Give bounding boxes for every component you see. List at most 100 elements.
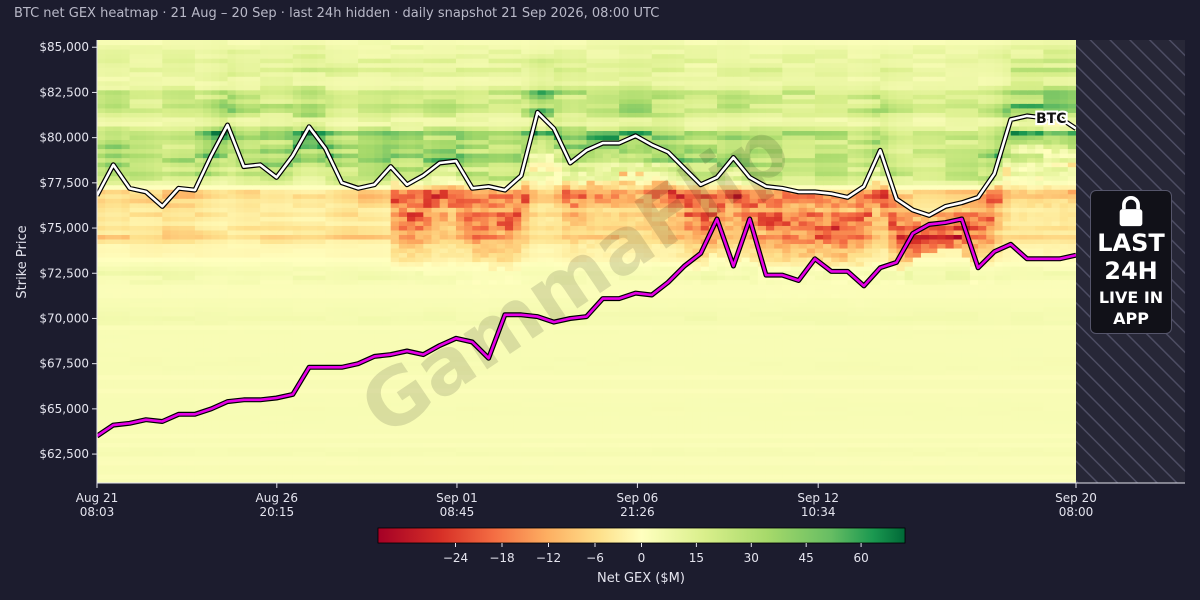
heatmap-cell	[276, 464, 286, 471]
heatmap-cell	[610, 392, 620, 398]
heatmap-cell	[488, 442, 498, 448]
heatmap-cell	[358, 437, 367, 443]
heatmap-cell	[651, 473, 661, 480]
heatmap-cell	[757, 428, 767, 434]
heatmap-cell	[219, 464, 229, 471]
heatmap-cell	[872, 406, 881, 412]
heatmap-cell	[268, 351, 278, 358]
heatmap-cell	[659, 424, 669, 430]
heatmap-cell	[741, 446, 751, 452]
heatmap-cell	[602, 410, 612, 416]
heatmap-cell	[1059, 424, 1069, 430]
heatmap-cell	[358, 324, 367, 330]
heatmap-cell	[969, 297, 979, 303]
heatmap-cell	[227, 415, 237, 421]
heatmap-cell	[284, 464, 294, 471]
heatmap-cell	[627, 419, 637, 425]
heatmap-cell	[341, 473, 351, 480]
heatmap-cell	[366, 324, 375, 330]
heatmap-cell	[537, 379, 547, 385]
heatmap-cell	[260, 442, 269, 448]
heatmap-cell	[553, 369, 563, 376]
heatmap-cell	[953, 428, 963, 434]
heatmap-cell	[211, 383, 220, 389]
heatmap-cell	[374, 379, 384, 385]
heatmap-cell	[814, 374, 824, 380]
heatmap-cell	[814, 460, 824, 466]
heatmap-cell	[741, 473, 751, 480]
heatmap-cell	[1067, 369, 1076, 376]
heatmap-cell	[635, 478, 645, 483]
heatmap-cell	[105, 415, 114, 421]
heatmap-cell	[235, 455, 245, 461]
heatmap-cell	[708, 460, 718, 466]
heatmap-cell	[268, 338, 278, 344]
heatmap-cell	[978, 469, 987, 475]
heatmap-cell	[137, 379, 147, 385]
heatmap-cell	[692, 392, 702, 398]
heatmap-cell	[961, 315, 971, 321]
heatmap-cell	[235, 347, 245, 353]
heatmap-cell	[447, 311, 457, 317]
heatmap-cell	[390, 306, 400, 312]
heatmap-cell	[888, 379, 898, 385]
heatmap-cell	[717, 342, 726, 348]
heatmap-cell	[317, 320, 327, 326]
heatmap-cell	[651, 428, 661, 434]
heatmap-cell	[170, 333, 180, 339]
heatmap-cell	[504, 469, 514, 475]
heatmap-cell	[684, 442, 694, 448]
heatmap-cell	[488, 451, 498, 457]
heatmap-cell	[863, 433, 873, 439]
heatmap-cell	[407, 360, 416, 367]
heatmap-cell	[382, 347, 392, 353]
heatmap-cell	[1027, 360, 1036, 367]
heatmap-cell	[627, 374, 637, 380]
heatmap-cell	[121, 401, 131, 407]
heatmap-cell	[872, 401, 881, 407]
heatmap-cell	[692, 397, 702, 403]
heatmap-cell	[994, 369, 1004, 376]
heatmap-cell	[252, 442, 261, 448]
heatmap-cell	[178, 302, 188, 308]
heatmap-cell	[578, 311, 588, 317]
heatmap-cell	[480, 369, 490, 376]
heatmap-cell	[594, 451, 604, 457]
heatmap-cell	[717, 365, 726, 371]
heatmap-cell	[154, 455, 163, 461]
heatmap-cell	[194, 360, 204, 367]
heatmap-cell	[325, 419, 335, 425]
heatmap-cell	[847, 379, 857, 385]
heatmap-cell	[390, 410, 400, 416]
heatmap-cell	[814, 297, 824, 303]
heatmap-cell	[186, 406, 196, 412]
heatmap-cell	[814, 406, 824, 412]
heatmap-cell	[129, 397, 139, 403]
heatmap-cell	[317, 451, 327, 457]
heatmap-cell	[635, 424, 645, 430]
heatmap-cell	[194, 419, 204, 425]
heatmap-cell	[415, 442, 424, 448]
heatmap-cell	[1027, 356, 1036, 362]
heatmap-cell	[496, 306, 506, 312]
heatmap-cell	[211, 428, 220, 434]
heatmap-cell	[594, 424, 604, 430]
heatmap-cell	[782, 419, 792, 425]
heatmap-cell	[284, 437, 294, 443]
heatmap-cell	[1067, 374, 1076, 380]
heatmap-cell	[186, 437, 196, 443]
heatmap-cell	[790, 297, 800, 303]
heatmap-cell	[292, 297, 302, 303]
heatmap-cell	[814, 433, 824, 439]
heatmap-cell	[504, 342, 514, 348]
heatmap-cell	[415, 329, 424, 335]
heatmap-cell	[839, 437, 849, 443]
heatmap-cell	[480, 478, 490, 483]
heatmap-cell	[1010, 297, 1020, 303]
heatmap-cell	[692, 455, 702, 461]
heatmap-cell	[855, 383, 865, 389]
heatmap-cell	[782, 478, 792, 483]
heatmap-cell	[651, 302, 661, 308]
heatmap-cell	[741, 455, 751, 461]
heatmap-cell	[643, 306, 653, 312]
